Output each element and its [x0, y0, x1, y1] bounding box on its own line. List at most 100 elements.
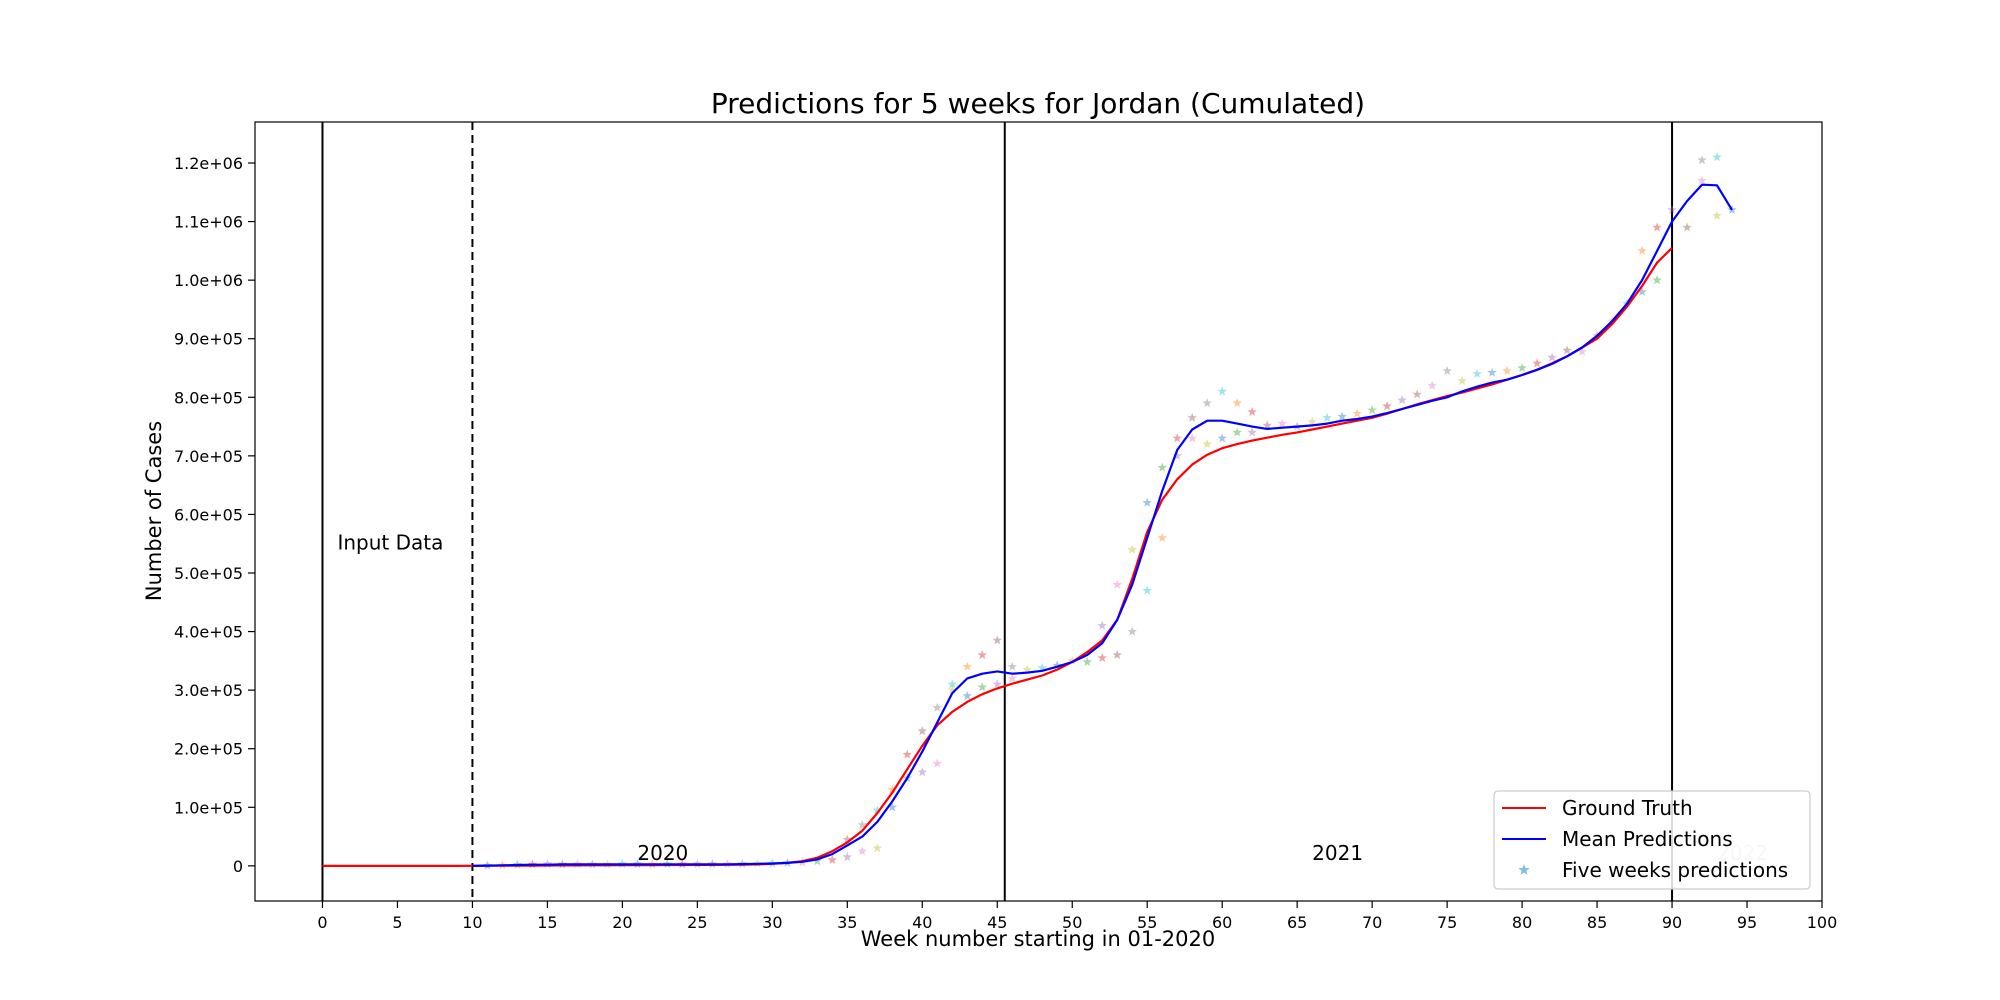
prediction-star-point	[917, 726, 927, 736]
prediction-star-point	[1202, 439, 1212, 449]
prediction-star-point	[872, 805, 883, 815]
prediction-star-point	[1172, 433, 1182, 443]
y-tick-label: 5.0e+05	[174, 564, 243, 583]
chart-title: Predictions for 5 weeks for Jordan (Cumu…	[711, 87, 1365, 120]
prediction-star-point	[1322, 412, 1332, 422]
prediction-star-point	[962, 661, 972, 671]
prediction-star-point	[992, 635, 1002, 645]
y-tick-label: 7.0e+05	[174, 447, 243, 466]
prediction-star-point	[1037, 662, 1047, 672]
prediction-star-point	[1277, 418, 1287, 428]
x-tick-label: 20	[612, 913, 632, 932]
prediction-star-point	[1442, 365, 1452, 375]
legend-five-weeks-label: Five weeks predictions	[1562, 858, 1788, 882]
x-tick-label: 100	[1807, 913, 1838, 932]
y-tick-label: 6.0e+05	[174, 505, 243, 524]
y-tick-label: 8.0e+05	[174, 388, 243, 407]
x-axis-label: Week number starting in 01-2020	[861, 927, 1215, 951]
prediction-star-point	[1262, 420, 1272, 430]
prediction-star-point	[932, 702, 942, 712]
y-tick-label: 1.2e+06	[174, 154, 243, 173]
prediction-star-point	[1232, 427, 1242, 437]
prediction-star-point	[1562, 345, 1572, 355]
y-tick-label: 1.1e+06	[174, 213, 243, 232]
prediction-star-point	[1097, 652, 1107, 662]
x-tick-label: 60	[1212, 913, 1232, 932]
prediction-star-point	[1427, 380, 1437, 390]
prediction-star-point	[977, 650, 987, 659]
prediction-star-point	[902, 749, 912, 759]
prediction-star-point	[1637, 286, 1647, 296]
x-tick-label: 70	[1362, 913, 1382, 932]
prediction-star-point	[1007, 673, 1017, 683]
prediction-star-point	[827, 855, 838, 864]
prediction-star-point	[1667, 204, 1677, 214]
prediction-star-point	[857, 819, 868, 829]
prediction-star-point	[1547, 352, 1557, 362]
legend-box	[1493, 790, 1811, 890]
y-tick-label: 4.0e+05	[174, 623, 243, 642]
y-tick-label: 0	[233, 857, 243, 876]
prediction-star-point	[977, 682, 987, 692]
prediction-star-point	[1637, 245, 1647, 255]
prediction-star-point	[1127, 626, 1137, 636]
prediction-star-point	[1112, 579, 1122, 589]
x-tick-label: 35	[837, 913, 857, 932]
prediction-star-point	[1052, 660, 1062, 670]
prediction-star-point	[1412, 389, 1422, 399]
legend-ground-truth-label: Ground Truth	[1562, 796, 1693, 820]
vertical-marker-lines	[321, 122, 1674, 901]
prediction-star-point	[1142, 585, 1152, 595]
prediction-star-point	[1652, 222, 1662, 232]
x-tick-label: 15	[537, 913, 557, 932]
annotation-label: Input Data	[337, 531, 443, 555]
y-tick-label: 3.0e+05	[174, 681, 243, 700]
prediction-star-point	[1712, 152, 1722, 162]
y-tick-label: 9.0e+05	[174, 330, 243, 349]
plot-frame	[254, 121, 1823, 902]
x-tick-label: 0	[317, 913, 327, 932]
prediction-star-point	[992, 679, 1002, 689]
prediction-star-point	[1247, 427, 1257, 437]
prediction-star-point	[1457, 375, 1467, 385]
mean-predictions-line	[472, 183, 1733, 867]
prediction-star-point	[1382, 401, 1392, 411]
x-tick-label: 65	[1287, 913, 1307, 932]
prediction-star-point	[1652, 275, 1662, 285]
y-axis-ticks: 0 1.0e+05 2.0e+05 3.0e+05 4.0e+05 5.0e+05 6.0e…	[174, 154, 255, 876]
x-tick-label: 45	[987, 913, 1007, 932]
x-tick-label: 85	[1587, 913, 1607, 932]
prediction-star-point	[887, 802, 898, 812]
prediction-star-point	[1172, 450, 1182, 460]
prediction-star-point	[1697, 175, 1707, 185]
prediction-star-point	[1232, 398, 1242, 408]
prediction-star-point	[1097, 620, 1107, 630]
x-tick-label: 10	[462, 913, 482, 932]
x-tick-label: 40	[912, 913, 932, 932]
prediction-star-point	[1697, 155, 1707, 165]
legend: Ground Truth Mean Predictions Five weeks…	[1493, 790, 1811, 890]
annotation-label: 2020	[637, 841, 688, 865]
y-tick-label: 2.0e+05	[174, 740, 243, 759]
prediction-star-point	[1352, 408, 1362, 418]
y-tick-label: 1.0e+06	[174, 271, 243, 290]
legend-mean-predictions-label: Mean Predictions	[1562, 827, 1733, 851]
x-tick-label: 55	[1137, 913, 1157, 932]
annotation-label: 2021	[1312, 841, 1363, 865]
x-tick-label: 80	[1512, 913, 1532, 932]
prediction-star-point	[842, 834, 853, 844]
x-tick-label: 5	[392, 913, 402, 932]
prediction-star-point	[1472, 368, 1482, 378]
prediction-star-point	[1187, 433, 1197, 443]
prediction-star-point	[932, 758, 942, 768]
prediction-star-point	[917, 767, 927, 777]
prediction-star-point	[842, 852, 853, 862]
prediction-star-point	[1217, 386, 1227, 396]
prediction-star-point	[1337, 411, 1347, 421]
x-axis-ticks: 0 5 10 15 20 25 30 35 40 45 50 55 60 65 70 75 80 85 90 95 10…	[317, 901, 1837, 932]
prediction-star-point	[1682, 222, 1692, 232]
prediction-star-point	[1712, 210, 1722, 220]
prediction-star-point	[1367, 405, 1377, 415]
prediction-star-point	[1142, 497, 1152, 507]
